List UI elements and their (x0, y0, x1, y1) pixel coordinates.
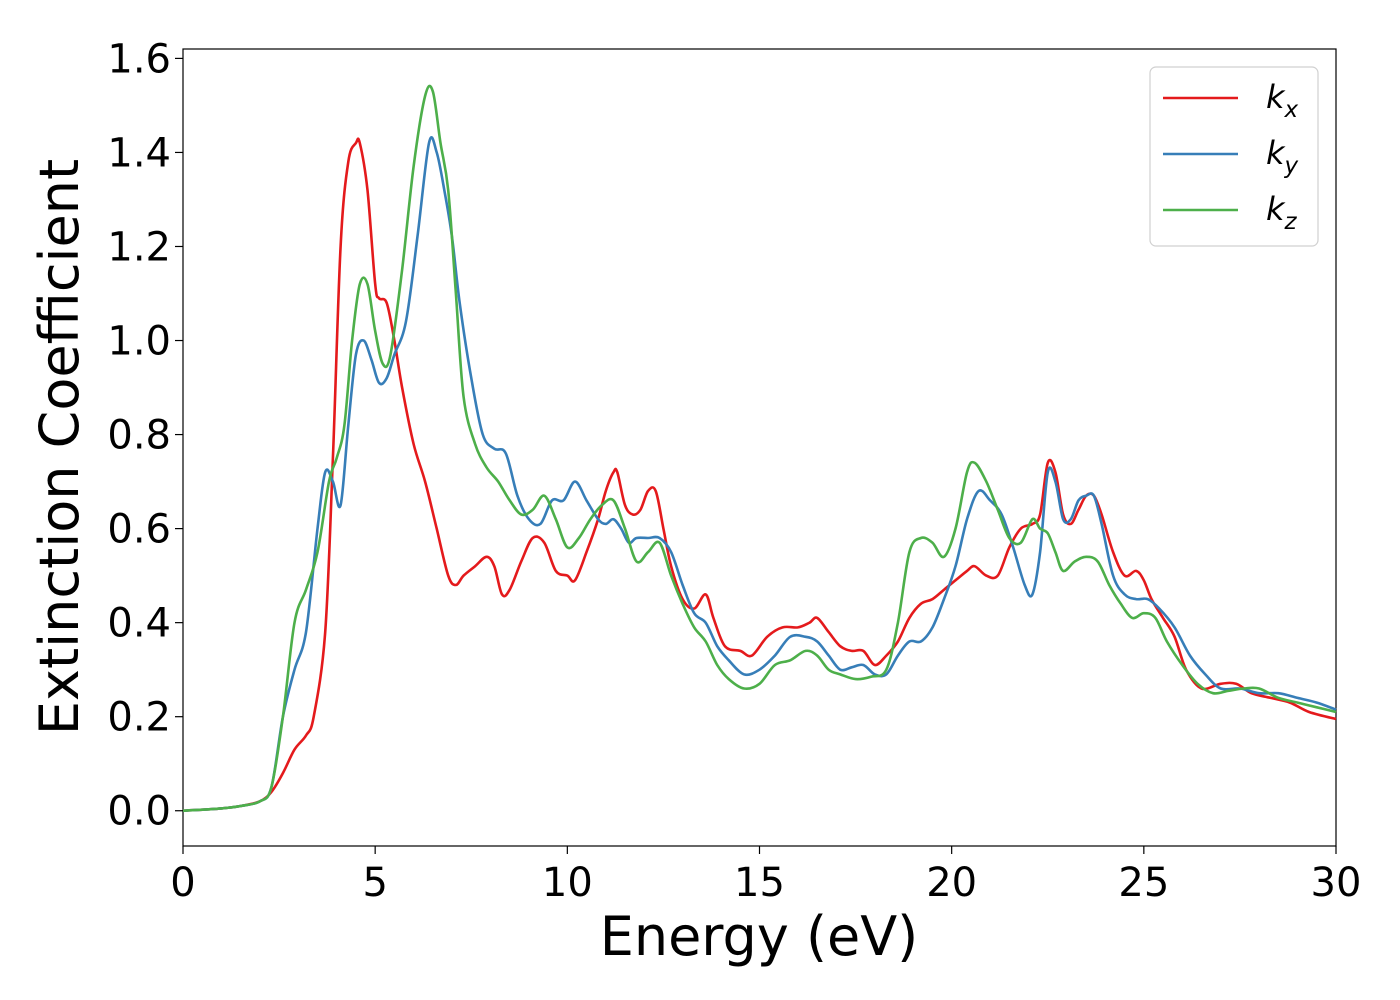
y-tick-label: 0.4 (107, 601, 171, 647)
x-tick-label: 30 (1311, 860, 1362, 906)
y-tick-label: 1.0 (107, 319, 171, 365)
y-tick-label: 0.2 (107, 695, 171, 741)
x-tick-label: 10 (542, 860, 593, 906)
legend-label-kz: kz (1266, 190, 1298, 235)
x-tick-label: 20 (926, 860, 977, 906)
y-tick-label: 0.0 (107, 789, 171, 835)
y-axis: 0.0 0.2 0.4 0.6 0.8 1.0 1.2 1.4 1.6 (107, 36, 183, 835)
y-tick-label: 0.8 (107, 413, 171, 459)
x-axis-title: Energy (eV) (600, 905, 919, 968)
y-tick-label: 1.4 (107, 130, 171, 176)
legend-label-ky: ky (1266, 134, 1299, 179)
y-tick-label: 1.6 (107, 36, 171, 82)
x-tick-label: 0 (170, 860, 195, 906)
y-tick-label: 1.2 (107, 224, 171, 270)
series-line-kz (182, 84, 1337, 812)
y-tick-label: 0.6 (107, 507, 171, 553)
plot-area (182, 48, 1337, 847)
x-axis: 0 5 10 15 20 25 30 (170, 846, 1361, 906)
x-tick-label: 15 (734, 860, 785, 906)
legend-box (1149, 66, 1319, 247)
legend-label-kx: kx (1266, 78, 1299, 123)
y-axis-title: Extinction Coefficient (28, 159, 91, 735)
legend: kx ky kz (1149, 66, 1319, 247)
series-layer (182, 84, 1337, 812)
x-tick-label: 25 (1118, 860, 1169, 906)
series-line-ky (182, 136, 1337, 812)
x-tick-label: 5 (362, 860, 387, 906)
